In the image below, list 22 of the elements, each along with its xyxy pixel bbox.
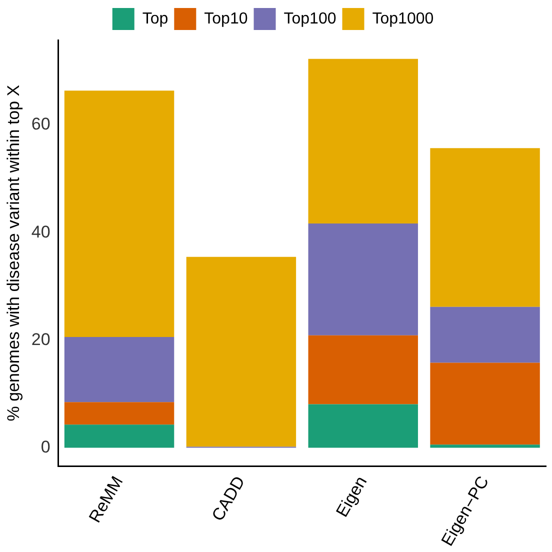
legend-label: Top100 xyxy=(284,10,336,28)
legend-label: Top1000 xyxy=(372,10,434,28)
legend-label: Top xyxy=(142,10,168,28)
bar xyxy=(64,336,174,402)
bar xyxy=(430,362,540,445)
bar xyxy=(308,404,418,448)
y-tick-label: 0 xyxy=(40,437,50,456)
bar xyxy=(308,58,418,224)
bar xyxy=(430,306,540,363)
bar xyxy=(308,223,418,336)
legend-label: Top10 xyxy=(204,10,248,28)
y-tick-label: 60 xyxy=(31,114,50,134)
bar xyxy=(64,402,174,425)
bar xyxy=(308,335,418,404)
y-axis-title: % genomes with disease variant within top X xyxy=(4,84,23,422)
bar xyxy=(430,444,540,448)
bar xyxy=(64,424,174,448)
y-tick-label: 40 xyxy=(31,222,50,242)
bar xyxy=(430,148,540,307)
bar xyxy=(186,256,296,447)
bar xyxy=(64,90,174,337)
y-tick-label: 20 xyxy=(31,330,50,349)
